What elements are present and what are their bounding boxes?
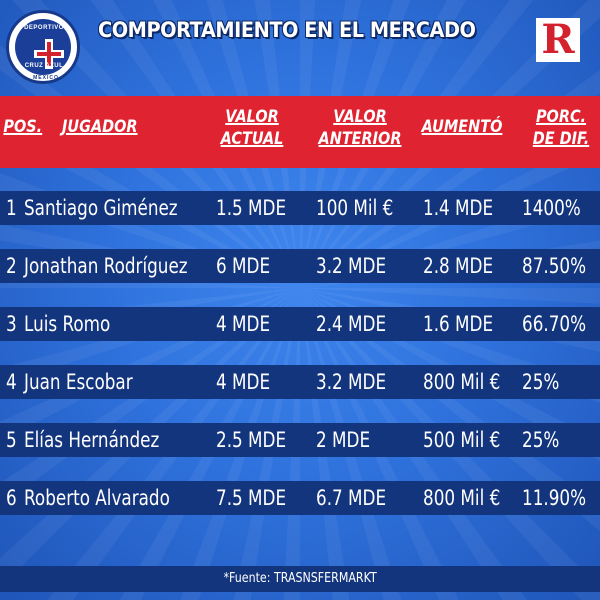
- crest-cross-red: [47, 42, 51, 66]
- table-row: 6 Roberto Alvarado 7.5 MDE 6.7 MDE 800 M…: [0, 481, 600, 515]
- table-row: 1 Santiago Giménez 1.5 MDE 100 Mil € 1.4…: [0, 191, 600, 225]
- cruz-azul-crest-icon: DEPORTIVO CRUZ AZUL MÉXICO: [6, 10, 80, 84]
- column-header-increase: AUMENTÓ: [421, 117, 503, 137]
- table-row: 2 Jonathan Rodríguez 6 MDE 3.2 MDE 2.8 M…: [0, 249, 600, 283]
- row-percent-diff: 1400%: [522, 196, 581, 220]
- row-current-value: 1.5 MDE: [216, 196, 287, 220]
- row-increase: 1.4 MDE: [423, 196, 494, 220]
- row-current-value: 7.5 MDE: [216, 486, 287, 510]
- row-position: 5: [6, 428, 17, 452]
- row-previous-value: 2.4 MDE: [316, 312, 387, 336]
- row-previous-value: 3.2 MDE: [316, 254, 387, 278]
- row-increase: 800 Mil €: [423, 486, 501, 510]
- source-text: *Fuente: TRASNSFERMARKT: [223, 571, 377, 586]
- crest-ring-text: MÉXICO: [33, 75, 59, 81]
- table-row: 4 Juan Escobar 4 MDE 3.2 MDE 800 Mil € 2…: [0, 365, 600, 399]
- row-position: 4: [6, 370, 17, 394]
- column-header-previous-value: VALOR ANTERIOR: [318, 107, 402, 149]
- record-logo-icon: R: [536, 18, 580, 62]
- row-percent-diff: 25%: [522, 370, 560, 394]
- row-increase: 800 Mil €: [423, 370, 501, 394]
- table-row: 5 Elías Hernández 2.5 MDE 2 MDE 500 Mil …: [0, 423, 600, 457]
- row-player-name: Luis Romo: [24, 312, 111, 336]
- column-header-player: JUGADOR: [62, 117, 138, 137]
- row-previous-value: 6.7 MDE: [316, 486, 387, 510]
- row-current-value: 6 MDE: [216, 254, 271, 278]
- row-increase: 2.8 MDE: [423, 254, 494, 278]
- crest-inner: [15, 19, 71, 75]
- row-player-name: Elías Hernández: [24, 428, 160, 452]
- row-current-value: 2.5 MDE: [216, 428, 287, 452]
- column-header-percent-diff: PORC. DE DIF.: [532, 107, 590, 149]
- header: DEPORTIVO CRUZ AZUL MÉXICO COMPORTAMIENT…: [0, 0, 600, 90]
- table-row: 3 Luis Romo 4 MDE 2.4 MDE 1.6 MDE 66.70%: [0, 307, 600, 341]
- row-position: 2: [6, 254, 17, 278]
- row-previous-value: 100 Mil €: [316, 196, 394, 220]
- row-player-name: Juan Escobar: [24, 370, 133, 394]
- row-position: 6: [6, 486, 17, 510]
- row-player-name: Jonathan Rodríguez: [24, 254, 188, 278]
- row-current-value: 4 MDE: [216, 312, 271, 336]
- column-header-current-value: VALOR ACTUAL: [220, 107, 284, 149]
- row-percent-diff: 87.50%: [522, 254, 587, 278]
- crest-bottom-text: CRUZ AZUL: [24, 63, 64, 69]
- row-position: 3: [6, 312, 17, 336]
- crest-top-text: DEPORTIVO: [24, 25, 64, 31]
- row-increase: 1.6 MDE: [423, 312, 494, 336]
- row-percent-diff: 25%: [522, 428, 560, 452]
- row-percent-diff: 66.70%: [522, 312, 587, 336]
- row-percent-diff: 11.90%: [522, 486, 587, 510]
- row-current-value: 4 MDE: [216, 370, 271, 394]
- row-player-name: Roberto Alvarado: [24, 486, 170, 510]
- row-previous-value: 2 MDE: [316, 428, 371, 452]
- column-header-pos: POS.: [3, 117, 43, 137]
- row-position: 1: [6, 196, 17, 220]
- row-increase: 500 Mil €: [423, 428, 501, 452]
- table-header: POS. JUGADOR VALOR ACTUAL VALOR ANTERIOR…: [0, 96, 600, 168]
- source-footer: *Fuente: TRASNSFERMARKT: [0, 566, 600, 592]
- row-previous-value: 3.2 MDE: [316, 370, 387, 394]
- page-title: COMPORTAMIENTO EN EL MERCADO: [98, 18, 476, 42]
- row-player-name: Santiago Giménez: [24, 196, 178, 220]
